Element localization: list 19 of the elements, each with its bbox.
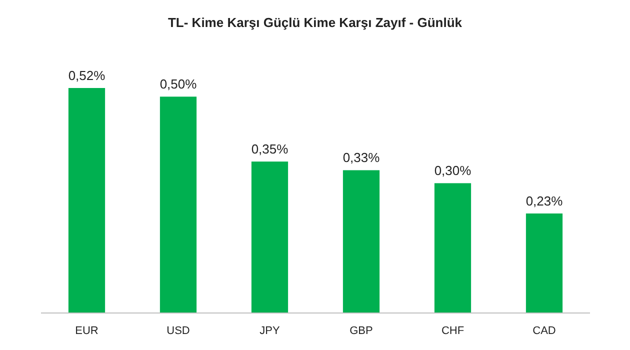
x-tick-label: JPY [260,325,280,337]
bar [526,213,563,313]
x-tick-label: CAD [532,325,556,337]
x-tick-label: USD [166,325,190,337]
data-label: 0,30% [434,163,472,178]
x-tick-label: GBP [350,325,373,337]
chart-title: TL- Kime Karşı Güçlü Kime Karşı Zayıf - Günlük [168,15,463,30]
bar [434,183,472,313]
x-tick-label: CHF [441,325,464,337]
data-label: 0,50% [160,76,198,92]
data-label: 0,35% [251,142,289,157]
data-label: 0,52% [68,68,106,83]
bar [251,162,288,313]
data-label: 0,23% [526,193,564,208]
bar [68,88,106,313]
data-label: 0,33% [342,150,380,166]
bar [160,96,197,313]
bar [342,170,380,313]
x-tick-label: EUR [75,325,98,337]
